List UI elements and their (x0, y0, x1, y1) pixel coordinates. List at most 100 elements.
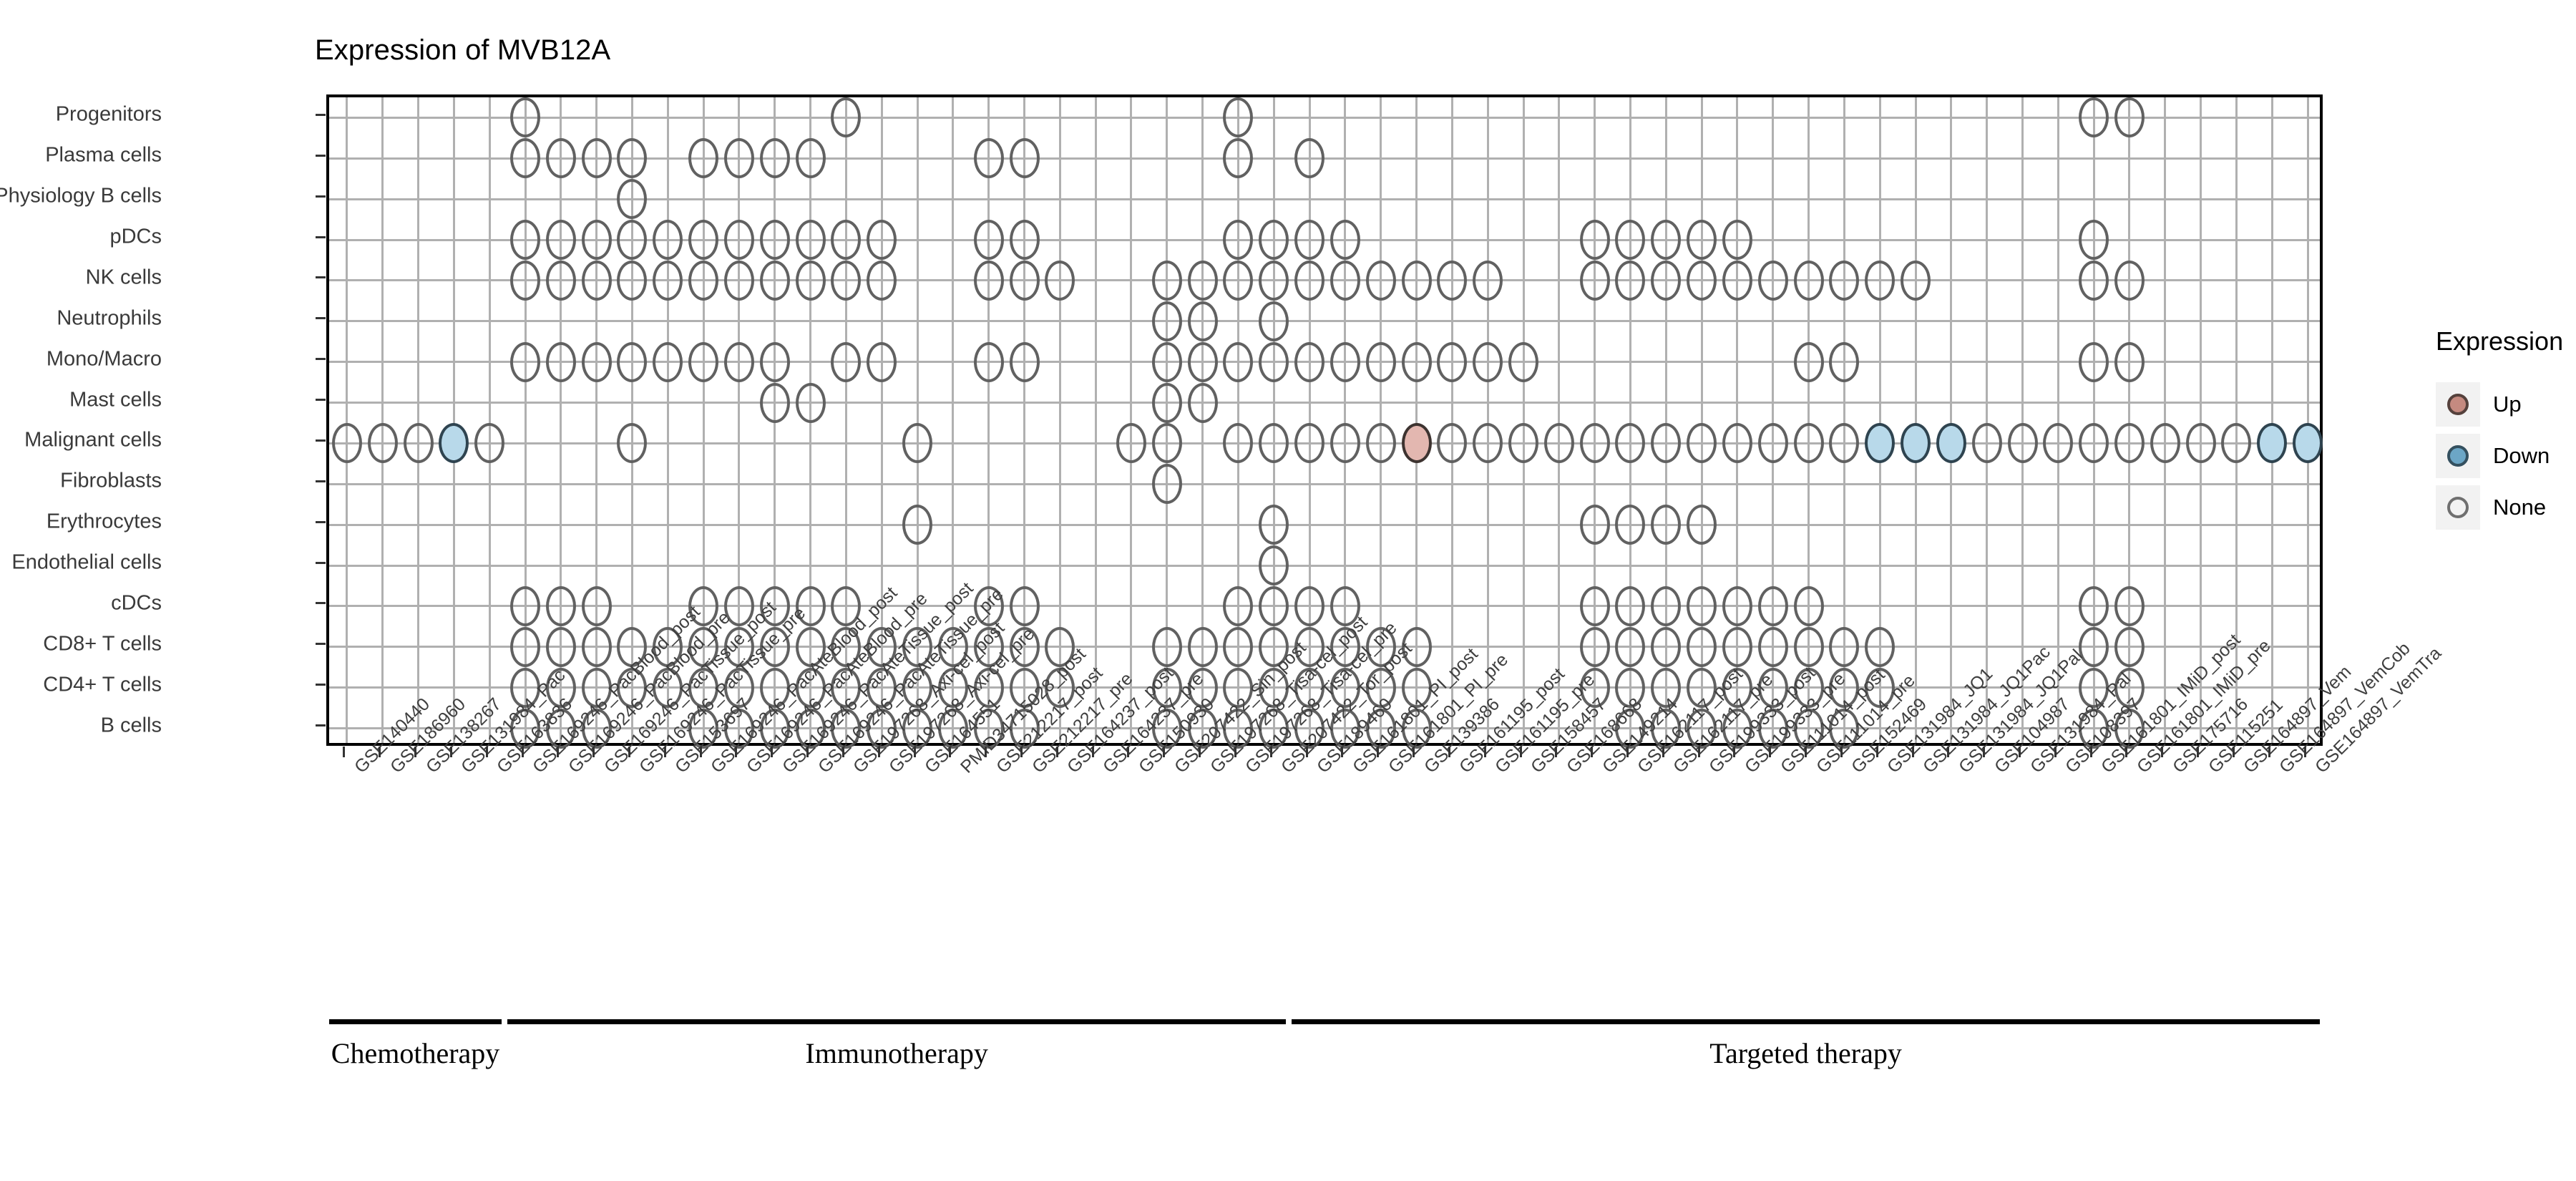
expression-dot[interactable] (1651, 667, 1682, 708)
expression-dot[interactable] (688, 585, 719, 626)
expression-dot[interactable] (1865, 667, 1896, 708)
expression-dot[interactable] (1259, 585, 1289, 626)
expression-dot[interactable] (723, 708, 754, 749)
expression-dot[interactable] (2114, 97, 2145, 138)
expression-dot[interactable] (1473, 423, 1503, 464)
expression-dot[interactable] (1865, 260, 1896, 301)
expression-dot[interactable] (1722, 220, 1752, 261)
expression-dot[interactable] (759, 220, 790, 261)
expression-dot[interactable] (581, 626, 612, 667)
expression-dot[interactable] (1793, 585, 1824, 626)
expression-dot[interactable] (1259, 220, 1289, 261)
expression-dot[interactable] (723, 260, 754, 301)
expression-dot[interactable] (617, 260, 648, 301)
expression-dot[interactable] (831, 260, 862, 301)
expression-dot[interactable] (1579, 220, 1610, 261)
expression-dot[interactable] (867, 708, 897, 749)
expression-dot[interactable] (2079, 97, 2109, 138)
expression-dot[interactable] (795, 138, 826, 179)
expression-dot[interactable] (510, 260, 541, 301)
expression-dot[interactable] (617, 667, 648, 708)
expression-dot[interactable] (1259, 667, 1289, 708)
expression-dot[interactable] (2079, 667, 2109, 708)
expression-dot[interactable] (723, 341, 754, 382)
expression-dot[interactable] (795, 708, 826, 749)
expression-dot[interactable] (1330, 708, 1360, 749)
expression-dot[interactable] (1651, 220, 1682, 261)
expression-dot[interactable] (2114, 626, 2145, 667)
expression-dot[interactable] (831, 341, 862, 382)
expression-dot[interactable] (1579, 626, 1610, 667)
expression-dot[interactable] (510, 97, 541, 138)
expression-dot[interactable] (581, 585, 612, 626)
expression-dot[interactable] (1259, 423, 1289, 464)
expression-dot[interactable] (617, 341, 648, 382)
expression-dot[interactable] (2079, 220, 2109, 261)
expression-dot[interactable] (1294, 341, 1325, 382)
expression-dot[interactable] (2293, 423, 2323, 464)
expression-dot[interactable] (2079, 708, 2109, 749)
expression-dot[interactable] (1757, 626, 1788, 667)
expression-dot[interactable] (1829, 708, 1860, 749)
expression-dot[interactable] (1365, 260, 1396, 301)
expression-dot[interactable] (653, 220, 683, 261)
expression-dot[interactable] (1508, 423, 1539, 464)
expression-dot[interactable] (1579, 667, 1610, 708)
expression-dot[interactable] (1615, 667, 1646, 708)
expression-dot[interactable] (1294, 423, 1325, 464)
expression-dot[interactable] (1223, 138, 1254, 179)
expression-dot[interactable] (2114, 585, 2145, 626)
expression-dot[interactable] (831, 97, 862, 138)
expression-dot[interactable] (1437, 423, 1468, 464)
expression-dot[interactable] (2114, 667, 2145, 708)
expression-dot[interactable] (1223, 667, 1254, 708)
expression-dot[interactable] (1009, 626, 1040, 667)
expression-dot[interactable] (1865, 626, 1896, 667)
expression-dot[interactable] (2007, 423, 2038, 464)
expression-dot[interactable] (2221, 423, 2252, 464)
expression-dot[interactable] (1473, 260, 1503, 301)
expression-dot[interactable] (1722, 423, 1752, 464)
expression-dot[interactable] (2079, 341, 2109, 382)
expression-dot[interactable] (1294, 585, 1325, 626)
expression-dot[interactable] (1687, 505, 1717, 545)
expression-dot[interactable] (1045, 626, 1075, 667)
expression-dot[interactable] (2079, 423, 2109, 464)
expression-dot[interactable] (1151, 260, 1182, 301)
expression-dot[interactable] (545, 667, 576, 708)
expression-dot[interactable] (1151, 626, 1182, 667)
expression-dot[interactable] (795, 260, 826, 301)
expression-dot[interactable] (759, 260, 790, 301)
expression-dot[interactable] (1009, 260, 1040, 301)
expression-dot[interactable] (688, 626, 719, 667)
expression-dot[interactable] (1259, 545, 1289, 586)
expression-dot[interactable] (867, 626, 897, 667)
expression-dot[interactable] (1187, 341, 1218, 382)
expression-dot[interactable] (902, 667, 933, 708)
expression-dot[interactable] (973, 341, 1004, 382)
expression-dot[interactable] (1365, 667, 1396, 708)
expression-dot[interactable] (510, 667, 541, 708)
expression-dot[interactable] (795, 667, 826, 708)
expression-dot[interactable] (1223, 626, 1254, 667)
expression-dot[interactable] (1473, 341, 1503, 382)
expression-dot[interactable] (1223, 260, 1254, 301)
expression-dot[interactable] (759, 341, 790, 382)
expression-dot[interactable] (1829, 260, 1860, 301)
expression-dot[interactable] (1615, 505, 1646, 545)
expression-dot[interactable] (1330, 626, 1360, 667)
expression-dot[interactable] (688, 341, 719, 382)
expression-dot[interactable] (403, 423, 434, 464)
expression-dot[interactable] (688, 708, 719, 749)
expression-dot[interactable] (1294, 667, 1325, 708)
expression-dot[interactable] (1187, 382, 1218, 423)
expression-dot[interactable] (867, 667, 897, 708)
expression-dot[interactable] (1151, 341, 1182, 382)
expression-dot[interactable] (1365, 708, 1396, 749)
expression-dot[interactable] (1151, 301, 1182, 341)
expression-dot[interactable] (1294, 138, 1325, 179)
expression-dot[interactable] (2079, 626, 2109, 667)
expression-dot[interactable] (2185, 423, 2216, 464)
expression-dot[interactable] (545, 626, 576, 667)
expression-dot[interactable] (1151, 382, 1182, 423)
